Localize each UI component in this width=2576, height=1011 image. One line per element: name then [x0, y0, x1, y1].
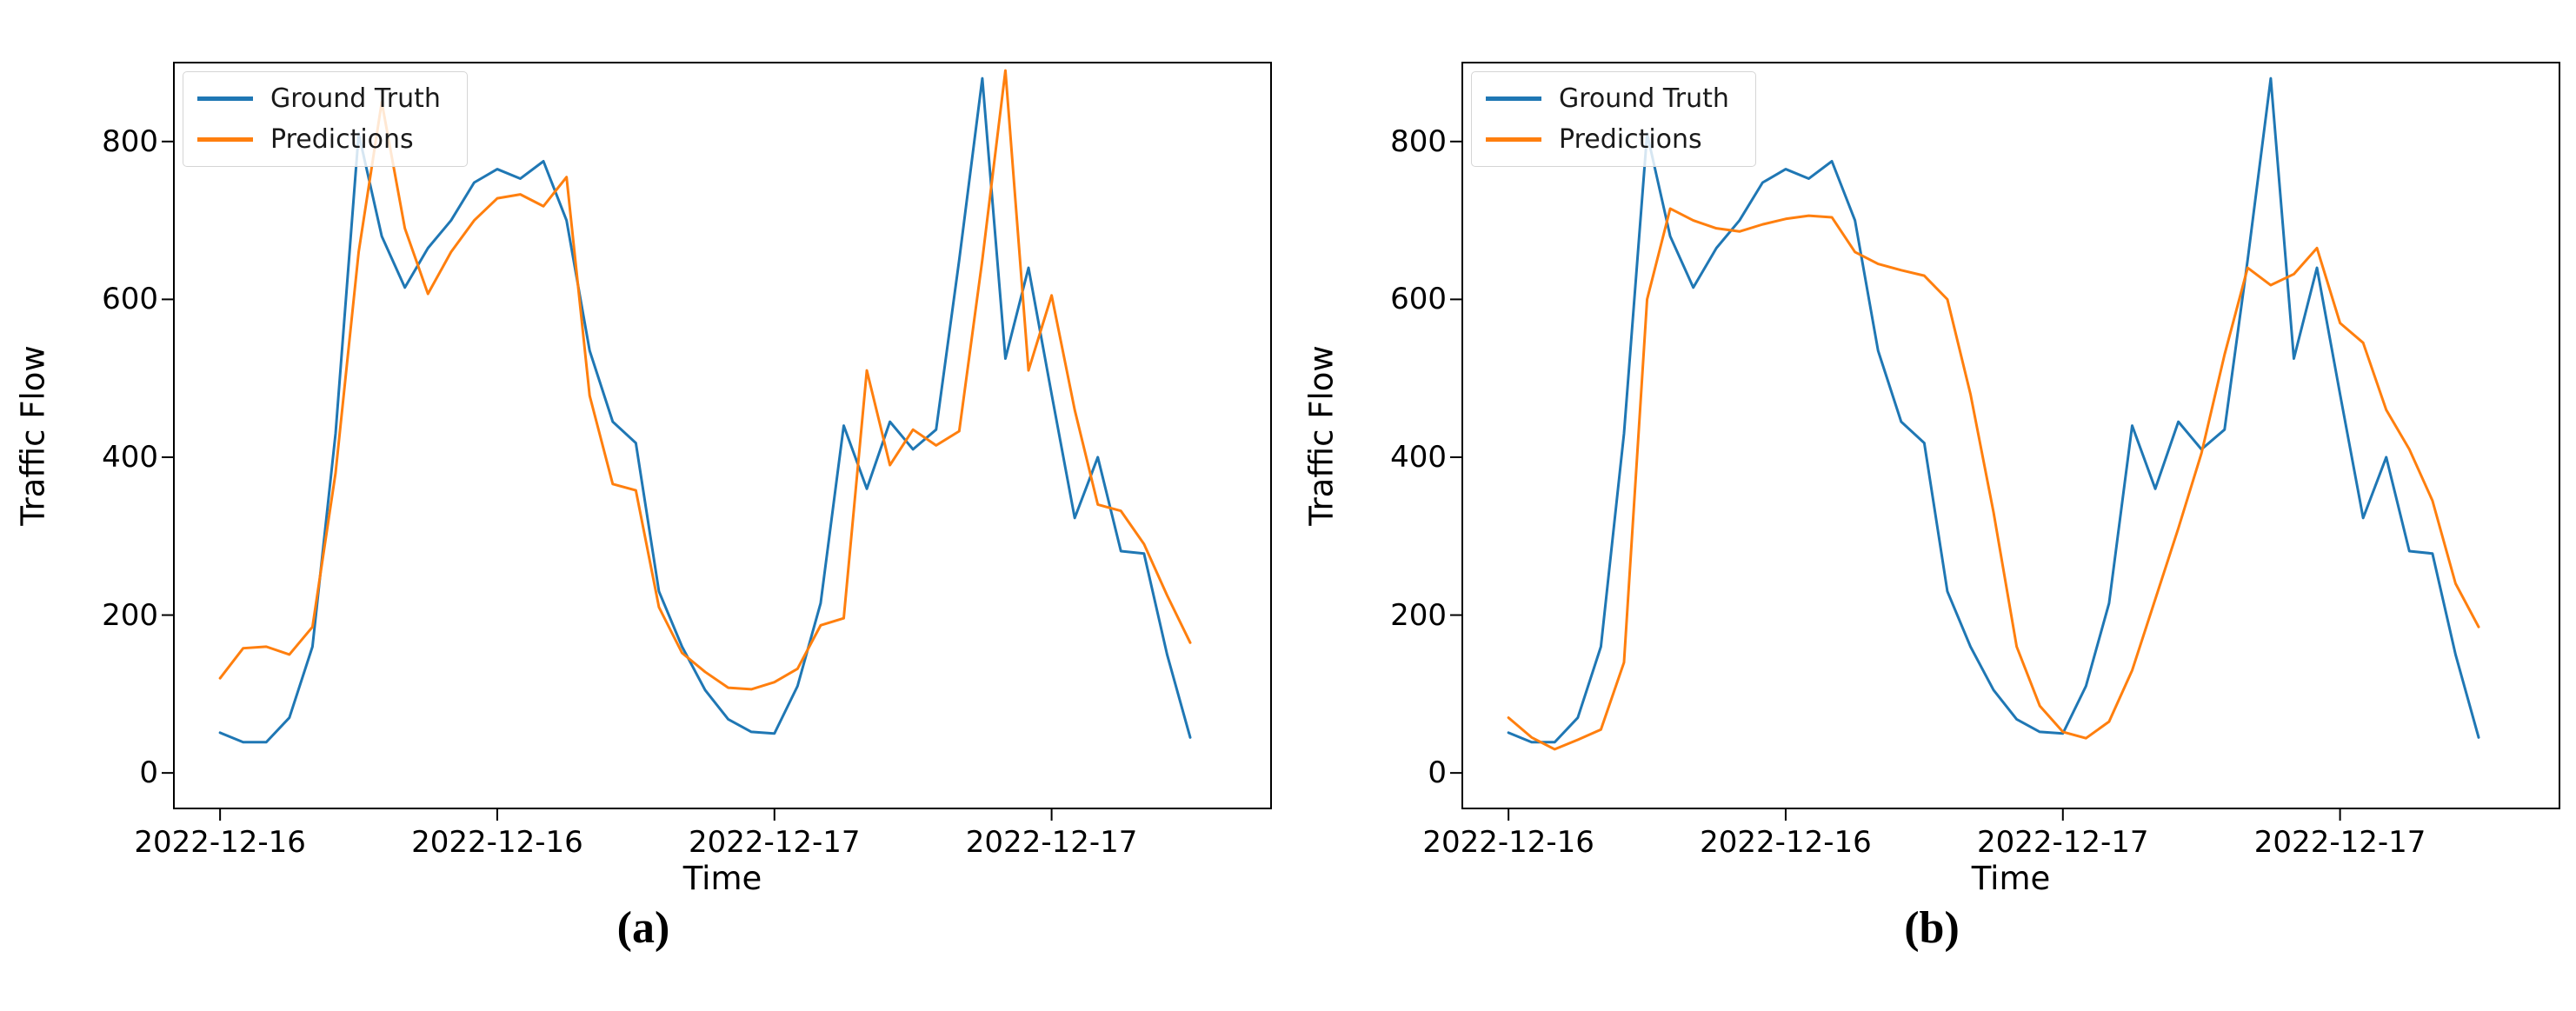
- legend: Ground Truth Predictions: [1471, 71, 1756, 167]
- plot-frame: [173, 62, 1272, 809]
- plot-frame: [1461, 62, 2560, 809]
- y-tick-label: 200: [102, 597, 158, 633]
- y-tick-label: 0: [1428, 755, 1447, 791]
- legend-item-predictions: Predictions: [1486, 125, 1729, 154]
- legend-label: Ground Truth: [270, 83, 441, 114]
- ground-truth-line-swatch: [197, 96, 253, 101]
- x-axis-label: Time: [1971, 860, 2051, 897]
- series-line-ground-truth: [218, 76, 1192, 744]
- legend-item-ground-truth: Ground Truth: [197, 84, 441, 113]
- y-tick-label: 400: [1390, 439, 1447, 475]
- series-line-ground-truth: [1507, 76, 2480, 744]
- x-tick-label: 2022-12-17: [2253, 825, 2426, 860]
- subfigure-caption-b: (b): [1904, 903, 1960, 953]
- line-chart-b: [1450, 62, 2560, 821]
- y-tick-label: 600: [102, 282, 158, 317]
- series-line-predictions: [1507, 207, 2480, 751]
- legend-label: Ground Truth: [1559, 83, 1729, 114]
- y-tick-label: 0: [139, 755, 158, 791]
- y-axis-label: Traffic Flow: [1302, 345, 1341, 526]
- predictions-line-swatch: [197, 137, 253, 142]
- x-tick-label: 2022-12-17: [688, 825, 861, 860]
- x-tick-label: 2022-12-17: [965, 825, 1138, 860]
- y-tick-label: 200: [1390, 597, 1447, 633]
- x-axis-label: Time: [682, 860, 762, 897]
- y-tick-label: 600: [1390, 282, 1447, 317]
- chart-panel-a: 2022-12-16 2022-12-16 2022-12-17 2022-12-17…: [14, 62, 1272, 953]
- x-tick-label: 2022-12-16: [134, 825, 306, 860]
- x-tick-label: 2022-12-16: [1422, 825, 1594, 860]
- legend-item-ground-truth: Ground Truth: [1486, 84, 1729, 113]
- legend: Ground Truth Predictions: [183, 71, 468, 167]
- x-tick-label: 2022-12-17: [1976, 825, 2149, 860]
- subfigure-caption-a: (a): [616, 903, 670, 953]
- y-tick-label: 800: [102, 123, 158, 159]
- x-tick-label: 2022-12-16: [1700, 825, 1872, 860]
- y-tick-label: 400: [102, 439, 158, 475]
- legend-item-predictions: Predictions: [197, 125, 441, 154]
- y-axis-label: Traffic Flow: [14, 345, 52, 526]
- x-tick-label: 2022-12-16: [411, 825, 583, 860]
- predictions-line-swatch: [1486, 137, 1541, 142]
- ground-truth-line-swatch: [1486, 96, 1541, 101]
- legend-label: Predictions: [270, 124, 414, 155]
- chart-panel-b: 2022-12-16 2022-12-16 2022-12-17 2022-12-17…: [1288, 0, 2576, 1011]
- legend-label: Predictions: [1559, 124, 1702, 155]
- y-tick-label: 800: [1390, 123, 1447, 159]
